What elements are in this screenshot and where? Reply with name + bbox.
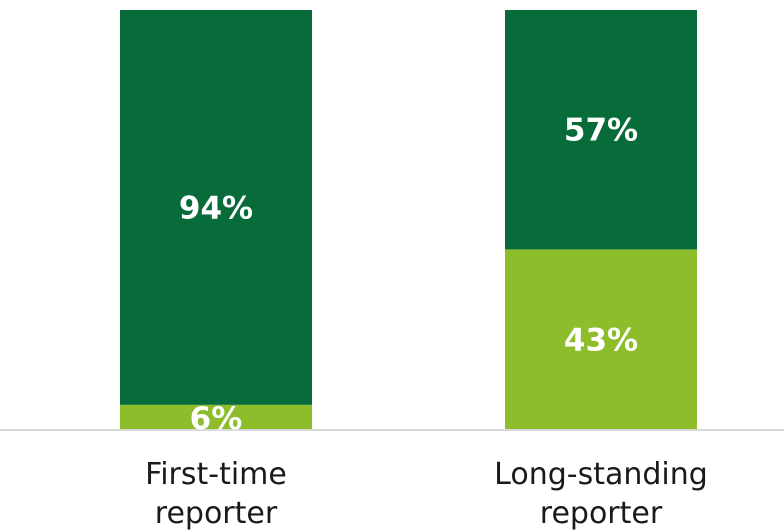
data-label-0-1: 94% [179, 190, 253, 226]
bar-segment-1-1 [505, 10, 697, 250]
data-label-1-1: 57% [564, 113, 638, 149]
category-labels-group: First-time reporter Long-standing reporter [145, 457, 708, 531]
data-labels-group: 6% 94% 43% 57% [179, 113, 638, 437]
data-label-0-0: 6% [190, 401, 243, 437]
bar-segment-0-1 [120, 10, 312, 405]
bar-segment-0-0 [120, 404, 312, 430]
bar-segment-1-0 [505, 249, 697, 430]
data-label-1-0: 43% [564, 323, 638, 359]
category-label-0-line-0: First-time [145, 457, 287, 492]
bars-group [120, 10, 697, 430]
category-label-0-line-1: reporter [155, 496, 278, 531]
category-label-1-line-1: reporter [540, 496, 663, 531]
category-label-1-line-0: Long-standing [494, 457, 708, 492]
